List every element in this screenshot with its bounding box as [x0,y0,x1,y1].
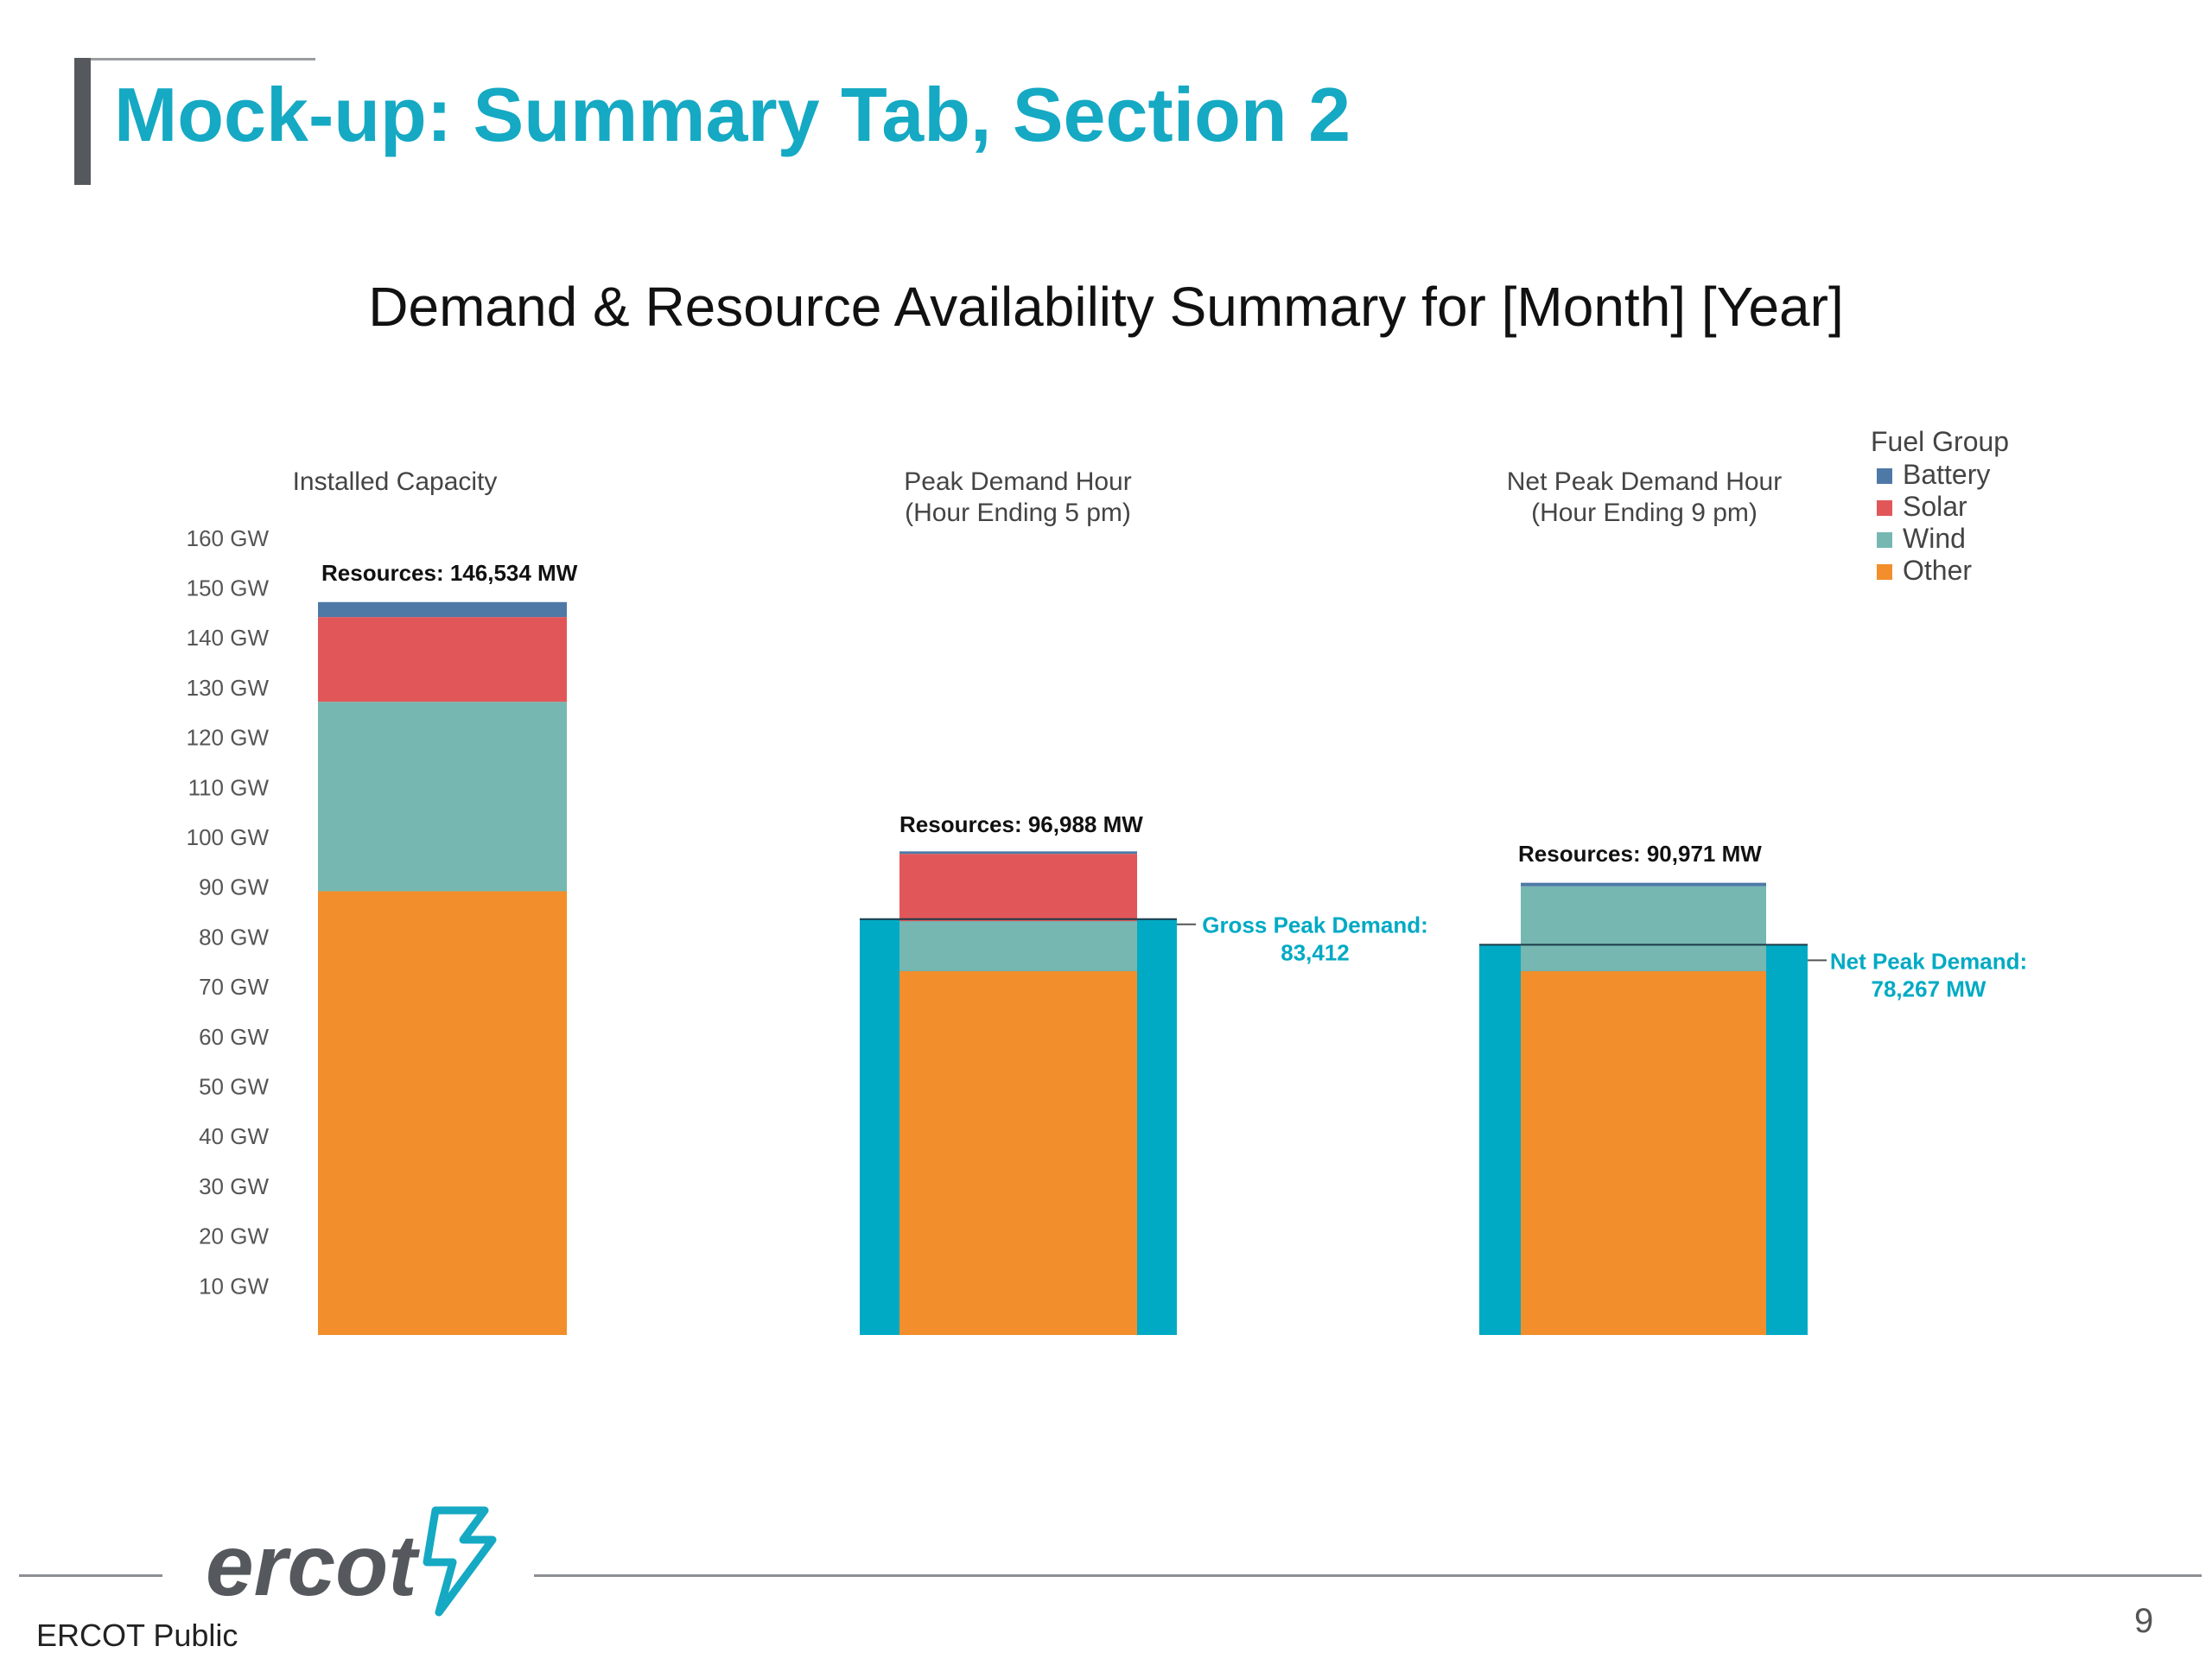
bar-wind-0 [318,702,567,892]
legend-swatch-other [1877,564,1892,580]
y-tick-label-7: 80 GW [199,924,269,950]
bar-wind-1 [899,921,1137,971]
bar-battery-0 [318,601,567,618]
legend-swatch-solar [1877,500,1892,516]
y-tick-label-6: 70 GW [199,974,269,1000]
bar-battery-2 [1521,882,1766,887]
bar-other-1 [899,970,1137,1335]
legend-swatch-wind [1877,532,1892,548]
y-tick-label-5: 60 GW [199,1024,269,1050]
y-tick-label-9: 100 GW [187,824,270,850]
logo-bolt-icon [423,1506,497,1617]
y-tick-label-8: 90 GW [199,874,269,900]
legend-label-battery: Battery [1903,459,1990,490]
slide-title: Mock-up: Summary Tab, Section 2 [114,72,1351,157]
title-top-rule [91,58,315,60]
footer-label: ERCOT Public [36,1618,238,1653]
bar-solar-0 [318,617,567,702]
y-tick-label-13: 140 GW [187,625,270,651]
y-tick-label-1: 20 GW [199,1224,269,1249]
page-number: 9 [2134,1602,2154,1640]
y-tick-label-4: 50 GW [199,1074,269,1100]
demand-label-2-1: 78,267 MW [1872,976,1986,1001]
category-label-2-1: (Hour Ending 9 pm) [1531,499,1758,527]
demand-label-2-0: Net Peak Demand: [1830,948,2027,974]
legend-label-wind: Wind [1903,523,1966,554]
legend-swatch-battery [1877,468,1892,484]
demand-label-1-1: 83,412 [1281,940,1350,966]
y-tick-label-12: 130 GW [187,675,270,701]
footer-rule-right [534,1574,2202,1577]
category-label-0-0: Installed Capacity [293,467,498,496]
category-label-1-1: (Hour Ending 5 pm) [905,499,1131,527]
ercot-logo: ercot [206,1506,497,1617]
category-label-2-0: Net Peak Demand Hour [1507,467,1783,496]
bar-other-0 [318,891,567,1335]
category-label-1-0: Peak Demand Hour [904,467,1131,496]
title-accent-bar [74,58,91,185]
bar-other-2 [1521,970,1766,1335]
footer-rule-left [19,1574,162,1577]
y-tick-label-10: 110 GW [188,774,270,800]
bar-wind-2 [1521,886,1766,971]
legend-label-other: Other [1903,555,1972,586]
demand-label-1-0: Gross Peak Demand: [1202,912,1428,938]
y-tick-label-3: 40 GW [199,1123,269,1149]
legend-label-solar: Solar [1903,491,1967,522]
bar-solar-1 [899,854,1137,922]
bar-battery-1 [899,851,1137,855]
y-tick-label-14: 150 GW [187,575,270,601]
y-tick-label-0: 10 GW [199,1273,269,1299]
chart-title: Demand & Resource Availability Summary f… [368,276,1844,338]
y-tick-label-2: 30 GW [199,1173,269,1199]
resources-label-1: Resources: 96,988 MW [899,811,1143,837]
resources-label-0: Resources: 146,534 MW [321,560,578,586]
y-tick-label-11: 120 GW [187,725,270,751]
y-tick-label-15: 160 GW [187,525,270,551]
resources-label-2: Resources: 90,971 MW [1518,841,1762,867]
logo-wordmark: ercot [206,1517,420,1614]
legend-title: Fuel Group [1871,426,2009,457]
